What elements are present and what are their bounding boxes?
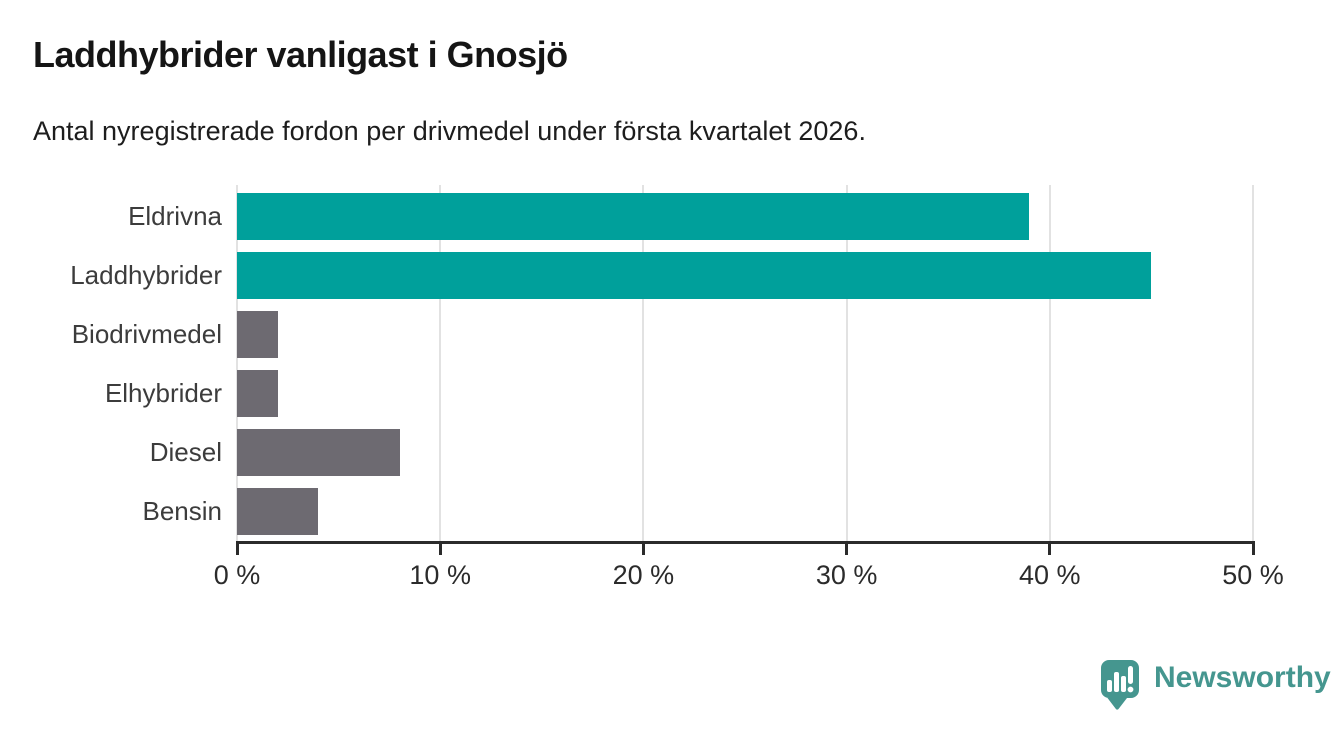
category-label: Elhybrider bbox=[104, 378, 222, 408]
logo-bar-1 bbox=[1107, 680, 1112, 692]
category-label: Eldrivna bbox=[128, 201, 222, 231]
category-label: Bensin bbox=[142, 496, 223, 526]
category-label: Biodrivmedel bbox=[71, 319, 222, 349]
gridline-20 bbox=[642, 185, 645, 542]
tick-mark-40 bbox=[1048, 541, 1052, 555]
bar-diesel bbox=[237, 429, 400, 476]
tick-mark-20 bbox=[641, 541, 645, 555]
category-label: Diesel bbox=[149, 437, 222, 467]
category-label: Laddhybrider bbox=[70, 260, 222, 290]
tick-label-0: 0 % bbox=[213, 560, 261, 590]
chart-subtitle: Antal nyregistrerade fordon per drivmede… bbox=[33, 116, 866, 146]
gridline-50 bbox=[1252, 185, 1254, 542]
newsworthy-logo-icon bbox=[1100, 659, 1140, 716]
bar-biodrivmedel bbox=[237, 311, 278, 358]
logo-bar-3 bbox=[1121, 676, 1126, 692]
tick-mark-10 bbox=[438, 541, 442, 555]
logo-exclamation-stem bbox=[1128, 666, 1133, 684]
bar-bensin bbox=[237, 488, 319, 535]
tick-label-10: 10 % bbox=[409, 560, 471, 590]
logo-exclamation-dot bbox=[1127, 686, 1134, 693]
tick-mark-50 bbox=[1251, 541, 1255, 555]
gridline-40 bbox=[1048, 185, 1051, 542]
tick-label-50: 50 % bbox=[1222, 560, 1284, 590]
chart-title: Laddhybrider vanligast i Gnosjö bbox=[33, 34, 568, 75]
bar-eldrivna bbox=[237, 193, 1030, 240]
category-axis-labels: Eldrivna Laddhybrider Biodrivmedel Elhybrid… bbox=[0, 185, 222, 542]
newsworthy-logo-link[interactable]: Newsworthy bbox=[1100, 659, 1331, 716]
bar-laddhybrider bbox=[237, 252, 1152, 299]
x-axis-line bbox=[236, 541, 1254, 544]
tick-label-30: 30 % bbox=[815, 560, 878, 590]
tick-label-40: 40 % bbox=[1019, 560, 1081, 590]
tick-mark-30 bbox=[845, 541, 849, 555]
tick-mark-0 bbox=[235, 541, 239, 555]
logo-bar-2 bbox=[1114, 672, 1119, 692]
logo-bubble-shape bbox=[1101, 660, 1139, 710]
gridline-30 bbox=[845, 185, 848, 542]
plot-area bbox=[236, 185, 1254, 542]
bar-elhybrider bbox=[237, 370, 278, 417]
gridline-10 bbox=[439, 185, 442, 542]
gridline-0 bbox=[236, 185, 238, 542]
tick-label-20: 20 % bbox=[612, 560, 675, 590]
brand-name: Newsworthy bbox=[1154, 661, 1331, 694]
